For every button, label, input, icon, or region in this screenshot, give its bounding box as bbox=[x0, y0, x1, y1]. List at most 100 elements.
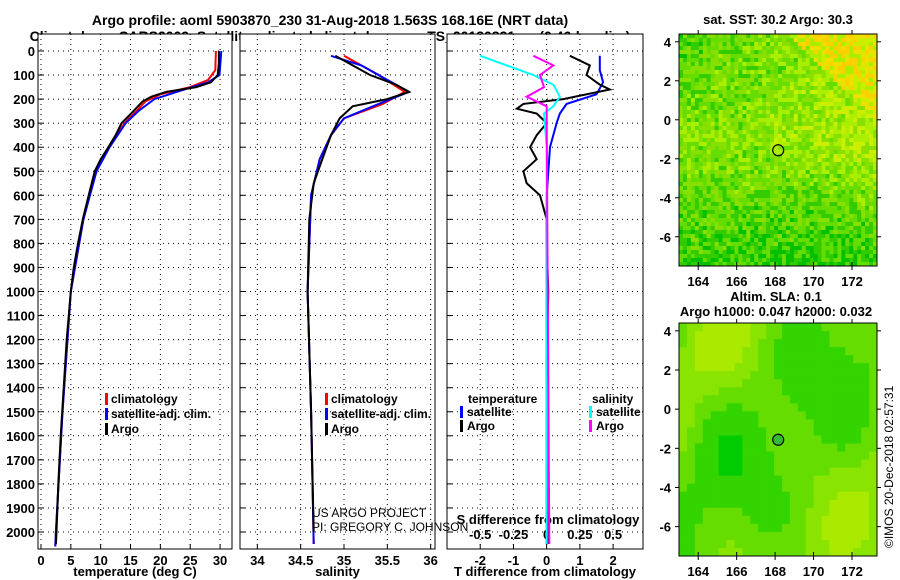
map-pixel bbox=[766, 38, 771, 43]
map-pixel bbox=[837, 371, 846, 380]
map-pixel bbox=[865, 222, 870, 227]
map-pixel bbox=[813, 110, 819, 115]
map-pixel bbox=[789, 178, 795, 183]
map-pixel bbox=[837, 539, 846, 549]
map-pixel bbox=[698, 74, 704, 79]
map-pixel bbox=[754, 110, 759, 115]
map-pixel bbox=[785, 230, 791, 235]
map-pixel bbox=[873, 142, 878, 147]
map-pixel bbox=[837, 403, 846, 412]
map-pixel bbox=[829, 110, 834, 115]
map-pixel bbox=[797, 154, 803, 159]
map-pixel bbox=[694, 62, 700, 67]
lat-tick-label: -2 bbox=[659, 441, 671, 456]
map-pixel bbox=[758, 162, 763, 167]
map-pixel bbox=[849, 58, 854, 63]
lat-tick-label: -6 bbox=[659, 520, 671, 535]
map-pixel bbox=[845, 46, 850, 51]
map-pixel bbox=[702, 395, 712, 404]
map-pixel bbox=[722, 98, 728, 103]
map-pixel bbox=[746, 54, 751, 59]
map-pixel bbox=[817, 202, 823, 207]
map-pixel bbox=[706, 50, 712, 55]
map-pixel bbox=[762, 34, 767, 39]
map-pixel bbox=[734, 507, 743, 517]
map-pixel bbox=[738, 118, 743, 123]
map-pixel bbox=[762, 226, 767, 231]
map-pixel bbox=[841, 34, 846, 39]
map-pixel bbox=[833, 50, 838, 55]
map-pixel bbox=[865, 38, 870, 43]
map-pixel bbox=[865, 134, 870, 139]
map-pixel bbox=[702, 371, 712, 380]
map-pixel bbox=[821, 419, 830, 428]
map-pixel bbox=[781, 186, 787, 191]
map-pixel bbox=[698, 150, 704, 155]
map-pixel bbox=[845, 331, 854, 340]
map-pixel bbox=[754, 170, 759, 175]
map-pixel bbox=[774, 122, 779, 127]
map-pixel bbox=[853, 198, 858, 203]
map-pixel bbox=[797, 507, 807, 517]
map-pixel bbox=[793, 262, 799, 267]
map-pixel bbox=[785, 86, 791, 91]
map-pixel bbox=[766, 355, 775, 364]
map-pixel bbox=[869, 234, 874, 239]
lon-tick-label: 172 bbox=[841, 274, 863, 289]
map-pixel bbox=[873, 218, 878, 223]
map-pixel bbox=[686, 182, 692, 187]
map-pixel bbox=[865, 254, 870, 259]
map-pixel bbox=[734, 226, 739, 231]
map-pixel bbox=[805, 50, 811, 55]
map-pixel bbox=[833, 206, 838, 211]
map-pixel bbox=[817, 46, 823, 51]
map-pixel bbox=[825, 150, 830, 155]
map-pixel bbox=[849, 234, 854, 239]
map-pixel bbox=[778, 262, 783, 267]
map-pixel bbox=[706, 138, 712, 143]
map-pixel bbox=[750, 190, 755, 195]
map-pixel bbox=[766, 234, 771, 239]
map-pixel bbox=[754, 82, 759, 87]
map-pixel bbox=[841, 66, 846, 71]
map-pixel bbox=[718, 74, 724, 79]
map-pixel bbox=[813, 82, 819, 87]
map-pixel bbox=[746, 262, 751, 267]
map-pixel bbox=[805, 158, 811, 163]
map-pixel bbox=[833, 182, 838, 187]
map-pixel bbox=[686, 226, 692, 231]
map-pixel bbox=[853, 242, 858, 247]
map-pixel bbox=[809, 46, 815, 51]
map-pixel bbox=[845, 54, 850, 59]
map-pixel bbox=[750, 339, 759, 348]
map-pixel bbox=[702, 174, 708, 179]
map-pixel bbox=[829, 435, 838, 445]
map-pixel bbox=[785, 206, 791, 211]
map-pixel bbox=[718, 118, 724, 123]
map-pixel bbox=[805, 118, 811, 123]
map-pixel bbox=[706, 62, 712, 67]
map-pixel bbox=[837, 86, 842, 91]
map-pixel bbox=[690, 90, 696, 95]
map-pixel bbox=[829, 242, 834, 247]
map-pixel bbox=[686, 42, 692, 47]
map-pixel bbox=[869, 126, 874, 131]
map-pixel bbox=[754, 190, 759, 195]
map-pixel bbox=[726, 106, 731, 111]
map-pixel bbox=[702, 210, 708, 215]
map-pixel bbox=[682, 114, 688, 119]
map-pixel bbox=[734, 246, 739, 251]
map-pixel bbox=[730, 126, 735, 131]
map-pixel bbox=[801, 182, 807, 187]
map-pixel bbox=[845, 178, 850, 183]
map-pixel bbox=[833, 242, 838, 247]
map-pixel bbox=[873, 98, 878, 103]
map-pixel bbox=[730, 74, 735, 79]
map-pixel bbox=[746, 214, 751, 219]
map-pixel bbox=[865, 118, 870, 123]
map-pixel bbox=[845, 214, 850, 219]
map-pixel bbox=[746, 198, 751, 203]
map-pixel bbox=[738, 254, 743, 259]
map-pixel bbox=[734, 62, 739, 67]
map-pixel bbox=[813, 411, 823, 420]
